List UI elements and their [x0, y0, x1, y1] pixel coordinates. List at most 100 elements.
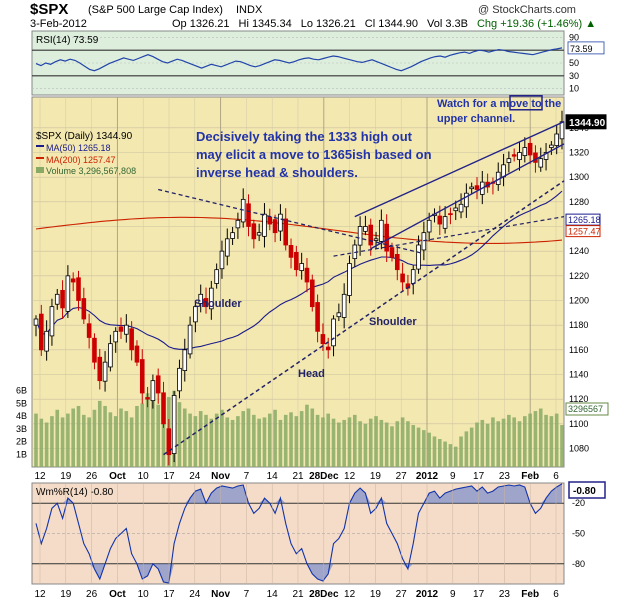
candle-body [161, 392, 166, 425]
candle-body [373, 238, 379, 241]
price-x-tick-label: Feb [521, 471, 539, 482]
price-tick-label: 1140 [569, 370, 588, 380]
volume-bar [352, 414, 357, 467]
williams-oversold-fill [36, 563, 562, 583]
price-tick-label: 1220 [569, 271, 589, 281]
candle-body [81, 298, 87, 320]
quote-date: 3-Feb-2012 [30, 18, 87, 30]
candle-body [379, 219, 384, 242]
williams-tick-label: -50 [572, 529, 585, 539]
ma200-legend: MA(200) 1257.47 [46, 155, 116, 165]
volume-bar [560, 425, 564, 467]
candle-body [400, 273, 405, 283]
candle-body [389, 247, 395, 258]
williams-overbought-fill [36, 483, 562, 504]
left-shoulder-label: Shoulder [194, 298, 242, 310]
volume-bar [108, 412, 113, 467]
candle-body [278, 213, 283, 232]
price-tick-label: 1240 [569, 246, 589, 256]
volume-bar [188, 413, 192, 467]
long-term-uptrend-line [163, 180, 565, 456]
price-x-tick-label: 17 [473, 471, 485, 482]
quote-line: Op 1326.21 Hi 1345.34 Lo 1326.21 Cl 1344.90… [172, 18, 596, 30]
volume-bar [379, 419, 384, 467]
candle-body [92, 337, 97, 363]
volume-bar [289, 412, 293, 467]
volume-bar [87, 417, 91, 467]
volume-bar [453, 446, 458, 467]
ma50-legend: MA(50) 1265.18 [46, 143, 111, 153]
volume-bar [241, 411, 246, 467]
candle-body [437, 215, 443, 225]
price-x-tick-label: 27 [396, 471, 408, 482]
price-tick-label: 1120 [569, 394, 588, 404]
candle-body [44, 330, 49, 352]
candle-body [527, 142, 533, 156]
williams-x-tick-label: Nov [211, 589, 230, 600]
candle-body [549, 144, 554, 148]
candle-body [336, 312, 342, 318]
rsi-last-value: 73.59 [570, 44, 593, 54]
ma200-line [35, 216, 563, 244]
candle-body [394, 253, 400, 271]
candle-body [421, 232, 427, 251]
williams-x-tick-label: 19 [60, 589, 72, 600]
candle-body [309, 279, 315, 308]
candle-body [203, 298, 209, 308]
channel-annotation: upper channel. [437, 113, 515, 125]
close-value: Cl 1344.90 [364, 18, 418, 30]
volume-bar [422, 430, 426, 467]
price-tick-label: 1200 [569, 296, 589, 306]
volume-bar [533, 411, 538, 467]
candle-body [60, 289, 65, 309]
volume-bar [71, 408, 75, 467]
candle-body [118, 326, 124, 332]
volume-bar [103, 405, 107, 467]
volume-bar [554, 413, 559, 467]
price-tick-label: 1160 [569, 345, 588, 355]
volume-bar [538, 408, 543, 467]
volume-bar [491, 417, 495, 467]
williams-x-tick-label: Oct [109, 589, 126, 600]
rsi-tick-label: 50 [569, 58, 579, 68]
volume-bar [395, 421, 400, 467]
candle-body [150, 380, 156, 402]
volume-bar [140, 403, 145, 467]
price-tick-label: 1100 [569, 419, 588, 429]
volume-bar [182, 408, 187, 467]
williams-x-tick-label: 24 [189, 589, 201, 600]
volume-bar [262, 417, 267, 467]
williams-x-tick-label: 17 [473, 589, 485, 600]
volume-bar [475, 422, 479, 467]
brand: @ StockCharts.com [478, 4, 576, 16]
volume-tick-label: 1B [16, 449, 27, 459]
candle-body [363, 226, 368, 232]
volume-bar [337, 422, 341, 467]
price-x-tick-label: 26 [86, 471, 98, 482]
williams-x-tick-label: 26 [86, 589, 98, 600]
williams-x-tick-label: 27 [396, 589, 408, 600]
candle-body [262, 213, 267, 237]
neckline-downtrend [158, 188, 425, 255]
volume-bar [209, 418, 214, 467]
price-last-value: 1344.90 [569, 118, 606, 129]
volume-bar [549, 416, 554, 467]
volume-bar [464, 431, 469, 467]
rsi-tick-label: 90 [569, 32, 579, 42]
candle-body [458, 203, 464, 213]
price-x-tick-label: 21 [292, 471, 304, 482]
price-tick-label: 1280 [569, 197, 589, 207]
volume-bar [432, 436, 437, 467]
volume-bar [384, 422, 389, 467]
candle-body [304, 267, 310, 283]
volume-bar [82, 414, 86, 467]
breakout-annotation: Decisively taking the 1333 high out [196, 129, 413, 144]
candle-body [517, 152, 522, 161]
candle-body [256, 232, 262, 236]
williams-x-tick-label: 23 [499, 589, 511, 600]
price-last-box [565, 114, 607, 130]
candle-body [384, 223, 389, 252]
volume-bar [193, 416, 198, 467]
candle-body [506, 158, 512, 163]
